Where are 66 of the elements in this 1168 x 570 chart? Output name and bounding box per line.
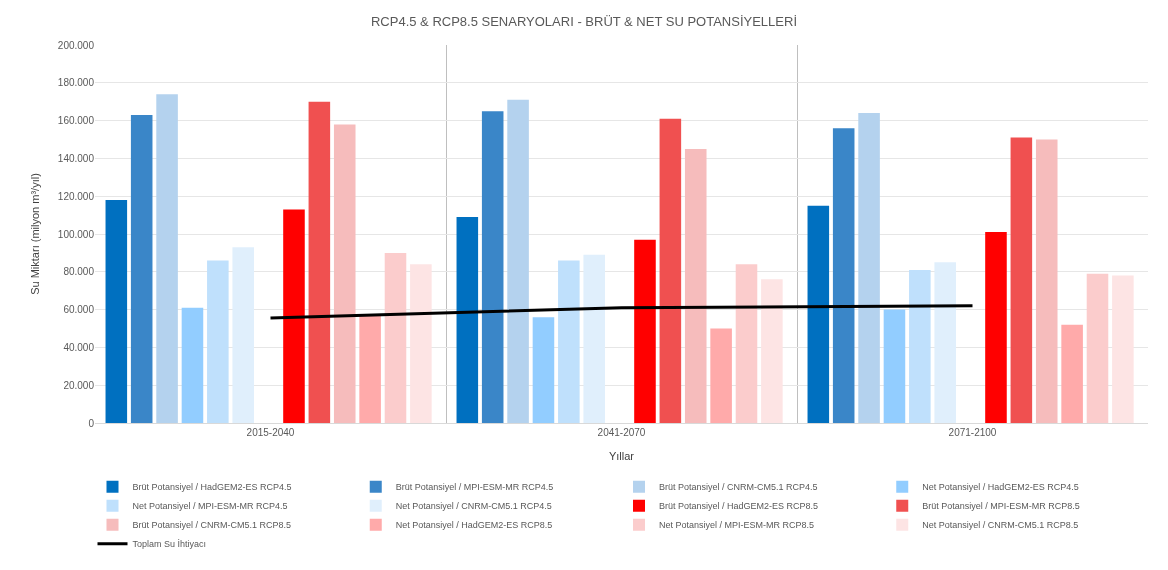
y-tick-label: 180.000 — [57, 77, 95, 89]
bar — [985, 232, 1007, 423]
bar — [1061, 324, 1083, 423]
y-tick-label: 140.000 — [57, 152, 95, 164]
y-axis-title: Su Miktarı (milyon m³/yıl) — [29, 173, 42, 295]
bar — [507, 99, 529, 423]
x-tick-label: 2015-2040 — [246, 427, 295, 438]
bar — [883, 309, 906, 423]
bar — [710, 328, 732, 423]
y-tick-label: 100.000 — [57, 228, 95, 240]
legend-label: Brüt Potansiyel / CNRM-CM5.1 RCP8.5 — [132, 520, 292, 531]
bar — [283, 209, 305, 423]
y-tick-label: 0 — [88, 417, 95, 429]
legend-label: Net Potansiyel / HadGEM2-ES RCP8.5 — [395, 520, 553, 531]
bar — [659, 118, 682, 423]
legend-label: Brüt Potansiyel / CNRM-CM5.1 RCP4.5 — [659, 482, 818, 493]
legend-label: Net Potansiyel / HadGEM2-ES RCP4.5 — [922, 482, 1079, 493]
bar — [684, 148, 707, 423]
x-axis-title: Yıllar — [608, 450, 635, 463]
legend-label: Net Potansiyel / CNRM-CM5.1 RCP4.5 — [395, 501, 552, 512]
bar — [105, 199, 128, 423]
bar — [359, 315, 381, 423]
bar — [532, 317, 555, 423]
chart-title: RCP4.5 & RCP8.5 SENARYOLARI - BRÜT & NET SU POTANSİYELLERİ — [370, 14, 798, 30]
bar — [481, 111, 504, 423]
bar — [384, 252, 407, 423]
bar — [308, 101, 331, 423]
bar — [130, 114, 153, 423]
legend-label: Net Potansiyel / MPI-ESM-MR RCP4.5 — [132, 501, 288, 512]
y-tick-label: 20.000 — [63, 379, 95, 391]
legend-label: Net Potansiyel / MPI-ESM-MR RCP8.5 — [659, 520, 815, 531]
y-tick-label: 40.000 — [63, 341, 95, 353]
bar — [410, 264, 432, 423]
legend-label: Brüt Potansiyel / HadGEM2-ES RCP8.5 — [659, 501, 819, 512]
bar — [583, 254, 605, 423]
bar — [456, 216, 479, 423]
bar — [558, 260, 580, 423]
bar — [1112, 275, 1134, 423]
y-tick-label: 60.000 — [63, 304, 95, 316]
bar — [1010, 137, 1033, 423]
bar — [634, 239, 656, 423]
legend-label: Brüt Potansiyel / MPI-ESM-MR RCP4.5 — [395, 482, 554, 493]
bar — [1086, 273, 1109, 423]
x-tick-label: 2041-2070 — [597, 427, 646, 438]
y-tick-label: 160.000 — [57, 115, 95, 127]
bar — [807, 205, 830, 423]
bar — [333, 124, 356, 423]
bar — [181, 307, 204, 423]
bar — [1035, 139, 1058, 423]
legend-label: Toplam Su İhtiyacı — [132, 539, 207, 550]
bar — [156, 94, 178, 423]
bar — [232, 247, 254, 423]
x-tick-label: 2071-2100 — [948, 427, 997, 438]
bar — [207, 260, 229, 423]
bar — [858, 113, 880, 423]
legend-label: Brüt Potansiyel / MPI-ESM-MR RCP8.5 — [922, 501, 1080, 512]
y-tick-label: 120.000 — [57, 190, 95, 202]
legend-label: Net Potansiyel / CNRM-CM5.1 RCP8.5 — [922, 520, 1079, 531]
y-tick-label: 200.000 — [57, 39, 95, 51]
legend-label: Brüt Potansiyel / HadGEM2-ES RCP4.5 — [132, 482, 292, 493]
y-tick-label: 80.000 — [63, 266, 95, 278]
bar — [909, 269, 931, 423]
bar — [832, 128, 855, 423]
bar — [934, 262, 956, 423]
bar — [735, 264, 758, 423]
bar — [761, 279, 783, 423]
